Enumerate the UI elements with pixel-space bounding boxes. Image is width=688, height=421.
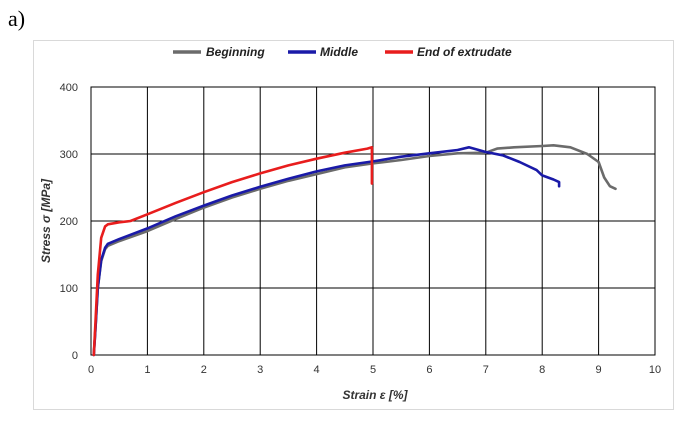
x-tick-label: 6 [426, 364, 432, 376]
series-line-beginning [92, 144, 617, 357]
x-tick-label: 2 [201, 364, 207, 376]
series-line-end-of-extrudate [92, 146, 374, 357]
x-tick-label: 8 [539, 364, 545, 376]
x-tick-label: 7 [483, 364, 489, 376]
legend-label-middle: Middle [320, 45, 358, 59]
x-axis-title: Strain ε [%] [342, 388, 408, 402]
x-tick-label: 10 [649, 364, 661, 376]
panel-label: a) [8, 6, 26, 31]
x-tick-label: 1 [144, 364, 150, 376]
y-tick-label: 300 [60, 149, 78, 161]
legend-label-end-of-extrudate: End of extrudate [417, 45, 512, 59]
legend-label-beginning: Beginning [206, 45, 265, 59]
x-tick-label: 3 [257, 364, 263, 376]
y-axis-title: Stress σ [MPa] [39, 178, 53, 263]
x-tick-label: 5 [370, 364, 376, 376]
x-tick-label: 0 [88, 364, 94, 376]
series-line-middle [92, 146, 561, 357]
plot-area-border [90, 86, 656, 356]
x-tick-label: 4 [314, 364, 320, 376]
chart-frame [33, 40, 674, 410]
y-tick-label: 0 [72, 350, 78, 362]
x-tick-label: 9 [596, 364, 602, 376]
y-tick-label: 400 [60, 82, 78, 94]
y-tick-label: 100 [60, 283, 78, 295]
y-tick-label: 200 [60, 216, 78, 228]
